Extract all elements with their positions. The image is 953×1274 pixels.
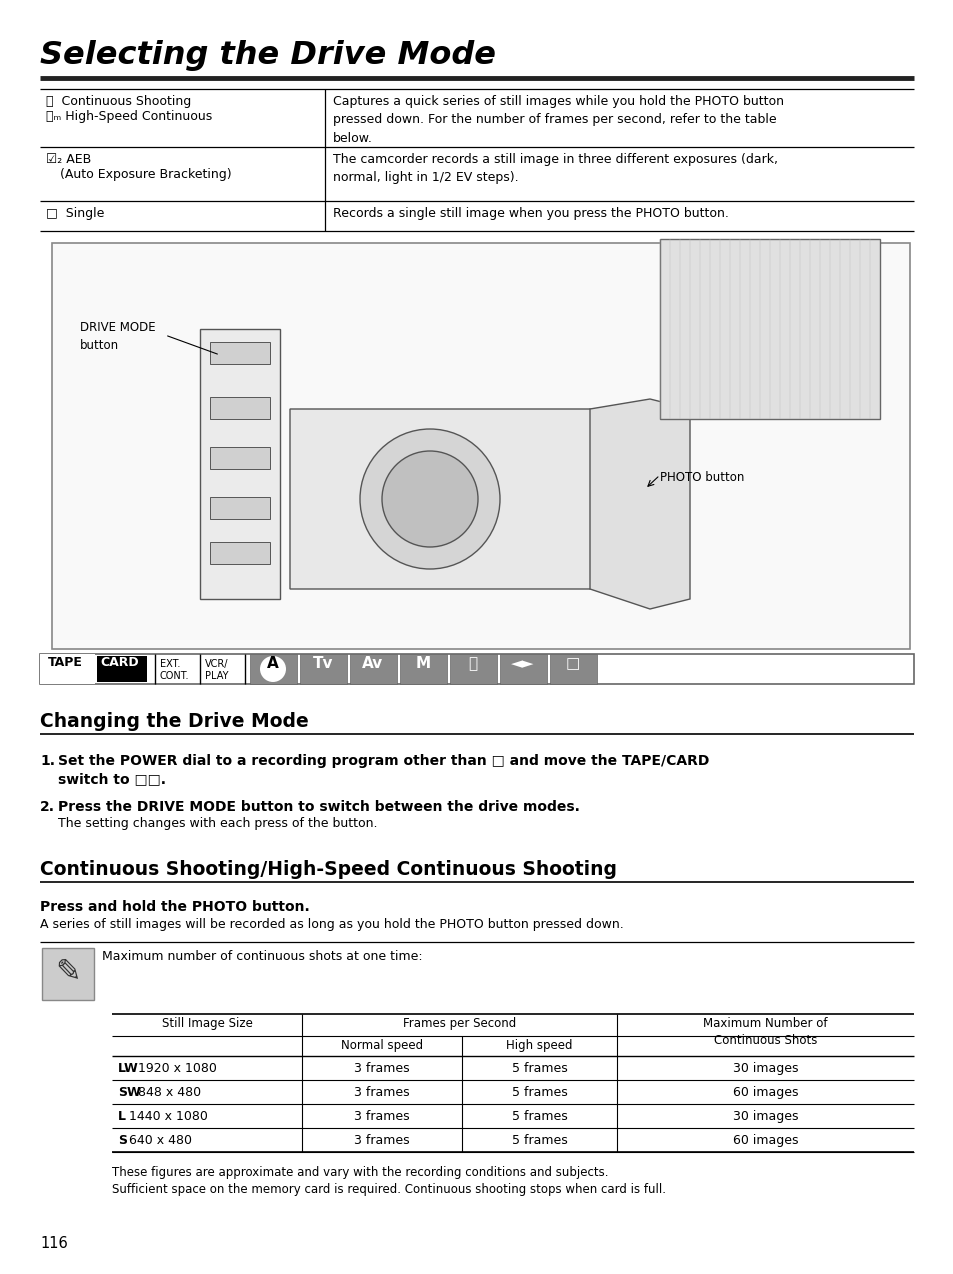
Text: 5 frames: 5 frames <box>511 1063 567 1075</box>
Text: 1440 x 1080: 1440 x 1080 <box>125 1110 208 1122</box>
Text: ◄►: ◄► <box>511 656 535 671</box>
Bar <box>52 243 909 648</box>
Text: Tv: Tv <box>313 656 333 671</box>
Bar <box>399 654 447 684</box>
Text: Still Image Size: Still Image Size <box>161 1017 253 1029</box>
Text: Selecting the Drive Mode: Selecting the Drive Mode <box>40 39 496 71</box>
Text: 1920 x 1080: 1920 x 1080 <box>133 1063 216 1075</box>
Text: PHOTO button: PHOTO button <box>659 471 743 484</box>
Text: 3 frames: 3 frames <box>354 1063 410 1075</box>
Bar <box>299 654 347 684</box>
Text: ⛳: ⛳ <box>468 656 477 671</box>
Text: COPY: COPY <box>291 415 670 536</box>
Bar <box>40 654 95 684</box>
Text: 60 images: 60 images <box>732 1085 798 1099</box>
Text: □: □ <box>565 656 579 671</box>
Text: ✎: ✎ <box>55 958 81 986</box>
Text: TAPE: TAPE <box>48 656 83 669</box>
Text: Maximum number of continuous shots at one time:: Maximum number of continuous shots at on… <box>102 950 422 963</box>
Text: Continuous Shooting/High-Speed Continuous Shooting: Continuous Shooting/High-Speed Continuou… <box>40 860 617 879</box>
Text: 848 x 480: 848 x 480 <box>133 1085 201 1099</box>
Text: Captures a quick series of still images while you hold the PHOTO button
pressed : Captures a quick series of still images … <box>333 96 783 145</box>
Text: SW: SW <box>118 1085 141 1099</box>
Text: switch to □□.: switch to □□. <box>58 772 166 786</box>
Text: 1.: 1. <box>40 754 55 768</box>
Polygon shape <box>290 409 629 589</box>
Text: □  Single: □ Single <box>46 206 104 220</box>
Text: Sufficient space on the memory card is required. Continuous shooting stops when : Sufficient space on the memory card is r… <box>112 1184 665 1196</box>
Text: A: A <box>267 656 278 671</box>
Text: High speed: High speed <box>506 1040 572 1052</box>
Text: A series of still images will be recorded as long as you hold the PHOTO button p: A series of still images will be recorde… <box>40 919 623 931</box>
Polygon shape <box>589 399 689 609</box>
Text: CARD: CARD <box>100 656 138 669</box>
Text: Press the DRIVE MODE button to switch between the drive modes.: Press the DRIVE MODE button to switch be… <box>58 800 579 814</box>
Text: 5 frames: 5 frames <box>511 1134 567 1147</box>
Text: 3 frames: 3 frames <box>354 1085 410 1099</box>
Circle shape <box>359 429 499 569</box>
Bar <box>250 654 296 684</box>
Text: The camcorder records a still image in three different exposures (dark,
normal, : The camcorder records a still image in t… <box>333 153 778 185</box>
Bar <box>210 541 270 564</box>
Text: 30 images: 30 images <box>732 1110 798 1122</box>
Bar <box>97 656 147 682</box>
Text: 3 frames: 3 frames <box>354 1134 410 1147</box>
Text: ☑₂ AEB: ☑₂ AEB <box>46 153 91 166</box>
Bar <box>450 654 497 684</box>
Text: S: S <box>118 1134 127 1147</box>
Text: 5 frames: 5 frames <box>511 1110 567 1122</box>
Text: 3 frames: 3 frames <box>354 1110 410 1122</box>
Text: Maximum Number of
Continuous Shots: Maximum Number of Continuous Shots <box>702 1017 827 1047</box>
Bar <box>659 240 879 419</box>
Text: 30 images: 30 images <box>732 1063 798 1075</box>
Text: Press and hold the PHOTO button.: Press and hold the PHOTO button. <box>40 899 310 913</box>
Circle shape <box>260 656 286 682</box>
Text: 640 x 480: 640 x 480 <box>125 1134 192 1147</box>
Text: ⎘ₘ High-Speed Continuous: ⎘ₘ High-Speed Continuous <box>46 110 212 124</box>
Bar <box>210 341 270 364</box>
Text: These figures are approximate and vary with the recording conditions and subject: These figures are approximate and vary w… <box>112 1166 608 1178</box>
Text: L: L <box>118 1110 126 1122</box>
Text: (Auto Exposure Bracketing): (Auto Exposure Bracketing) <box>60 168 232 181</box>
Text: DRIVE MODE
button: DRIVE MODE button <box>80 321 155 352</box>
Text: Set the POWER dial to a recording program other than □ and move the TAPE/CARD: Set the POWER dial to a recording progra… <box>58 754 709 768</box>
Bar <box>550 654 597 684</box>
Text: Av: Av <box>362 656 383 671</box>
Text: EXT.
CONT.: EXT. CONT. <box>160 659 190 682</box>
Text: The setting changes with each press of the button.: The setting changes with each press of t… <box>58 817 377 829</box>
Text: 5 frames: 5 frames <box>511 1085 567 1099</box>
Bar <box>210 397 270 419</box>
Text: Records a single still image when you press the PHOTO button.: Records a single still image when you pr… <box>333 206 728 220</box>
Bar <box>42 948 94 1000</box>
Text: Normal speed: Normal speed <box>340 1040 422 1052</box>
Bar <box>210 447 270 469</box>
Bar <box>200 329 280 599</box>
Text: 116: 116 <box>40 1236 68 1251</box>
Circle shape <box>381 451 477 547</box>
Bar <box>40 654 913 684</box>
Text: 60 images: 60 images <box>732 1134 798 1147</box>
Bar <box>210 497 270 519</box>
Text: M: M <box>415 656 430 671</box>
Text: VCR/
PLAY: VCR/ PLAY <box>205 659 229 682</box>
Text: Changing the Drive Mode: Changing the Drive Mode <box>40 712 309 731</box>
Text: 2.: 2. <box>40 800 55 814</box>
Text: LW: LW <box>118 1063 138 1075</box>
Text: Frames per Second: Frames per Second <box>402 1017 516 1029</box>
Text: ⎘  Continuous Shooting: ⎘ Continuous Shooting <box>46 96 191 108</box>
Bar <box>350 654 396 684</box>
Bar <box>499 654 546 684</box>
